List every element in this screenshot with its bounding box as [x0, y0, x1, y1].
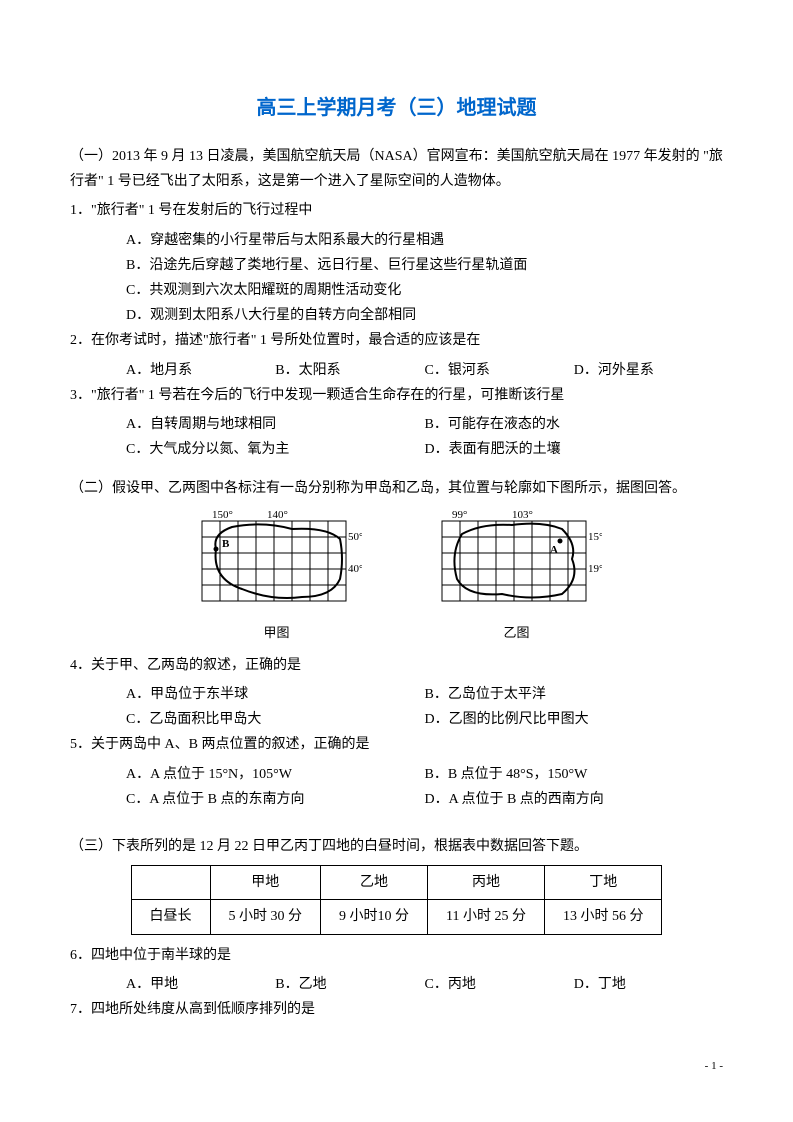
section1-intro: （一）2013 年 9 月 13 日凌晨，美国航空航天局（NASA）官网宣布：美…	[70, 144, 723, 194]
map-jia-lon2: 140°	[267, 509, 288, 521]
table-data-row: 白昼长 5 小时 30 分 9 小时10 分 11 小时 25 分 13 小时 …	[131, 900, 662, 934]
map-jia-caption: 甲图	[192, 621, 362, 644]
q1-option-a: A．穿越密集的小行星带后与太阳系最大的行星相遇	[126, 228, 723, 253]
td-yi: 9 小时10 分	[321, 900, 428, 934]
map-jia-lon1: 150°	[212, 509, 233, 521]
map-jia-lat2: 40°	[348, 563, 362, 575]
q2-option-a: A．地月系	[126, 358, 275, 383]
q1-option-b: B．沿途先后穿越了类地行星、远日行星、巨行星这些行星轨道面	[126, 253, 723, 278]
q6-option-c: C．丙地	[425, 972, 574, 997]
q5-option-d: D．A 点位于 B 点的西南方向	[425, 787, 724, 812]
q1-option-d: D．观测到太阳系八大行星的自转方向全部相同	[126, 303, 723, 328]
q2-stem: 2．在你考试时，描述"旅行者" 1 号所处位置时，最合适的应该是在	[70, 328, 723, 353]
q7-stem: 7．四地所处纬度从高到低顺序排列的是	[70, 997, 723, 1022]
q3-option-d: D．表面有肥沃的土壤	[425, 437, 724, 462]
q3-option-a: A．自转周期与地球相同	[126, 412, 425, 437]
q5-option-b: B．B 点位于 48°S，150°W	[425, 762, 724, 787]
q2-option-b: B．太阳系	[275, 358, 424, 383]
daylight-table: 甲地 乙地 丙地 丁地 白昼长 5 小时 30 分 9 小时10 分 11 小时…	[131, 865, 663, 934]
q2-option-d: D．河外星系	[574, 358, 723, 383]
td-jia: 5 小时 30 分	[210, 900, 321, 934]
q4-option-a: A．甲岛位于东半球	[126, 682, 425, 707]
th-blank	[131, 866, 210, 900]
map-yi-lon1: 99°	[452, 509, 467, 521]
td-bing: 11 小时 25 分	[428, 900, 545, 934]
q6-option-b: B．乙地	[275, 972, 424, 997]
page-title: 高三上学期月考（三）地理试题	[70, 90, 723, 126]
q5-stem: 5．关于两岛中 A、B 两点位置的叙述，正确的是	[70, 732, 723, 757]
map-yi-lon2: 103°	[512, 509, 533, 521]
q1-stem: 1．"旅行者" 1 号在发射后的飞行过程中	[70, 198, 723, 223]
q2-option-c: C．银河系	[425, 358, 574, 383]
map-jia-lat1: 50°	[348, 531, 362, 543]
q3-stem: 3．"旅行者" 1 号若在今后的飞行中发现一颗适合生命存在的行星，可推断该行星	[70, 383, 723, 408]
map-yi-point-label: A	[550, 544, 558, 556]
map-yi-svg: A 99° 103° 15° 19°	[432, 509, 602, 619]
map-jia: B 150° 140° 50° 40° 甲图	[192, 509, 362, 644]
q6-stem: 6．四地中位于南半球的是	[70, 943, 723, 968]
q5-option-a: A．A 点位于 15°N，105°W	[126, 762, 425, 787]
td-label: 白昼长	[131, 900, 210, 934]
th-bing: 丙地	[428, 866, 545, 900]
th-jia: 甲地	[210, 866, 321, 900]
map-jia-point-label: B	[222, 538, 230, 550]
section3-intro: （三）下表所列的是 12 月 22 日甲乙丙丁四地的白昼时间，根据表中数据回答下…	[70, 834, 723, 859]
q3-option-b: B．可能存在液态的水	[425, 412, 724, 437]
q4-option-b: B．乙岛位于太平洋	[425, 682, 724, 707]
maps-row: B 150° 140° 50° 40° 甲图	[70, 509, 723, 644]
q4-option-c: C．乙岛面积比甲岛大	[126, 707, 425, 732]
th-ding: 丁地	[544, 866, 662, 900]
q1-option-c: C．共观测到六次太阳耀斑的周期性活动变化	[126, 278, 723, 303]
q4-stem: 4．关于甲、乙两岛的叙述，正确的是	[70, 653, 723, 678]
map-yi-lat1: 15°	[588, 531, 602, 543]
q4-option-d: D．乙图的比例尺比甲图大	[425, 707, 724, 732]
q5-option-c: C．A 点位于 B 点的东南方向	[126, 787, 425, 812]
q3-option-c: C．大气成分以氮、氧为主	[126, 437, 425, 462]
map-yi: A 99° 103° 15° 19° 乙图	[432, 509, 602, 644]
page-number: - 1 -	[705, 1057, 723, 1077]
map-yi-caption: 乙图	[432, 621, 602, 644]
table-header-row: 甲地 乙地 丙地 丁地	[131, 866, 662, 900]
map-yi-lat2: 19°	[588, 563, 602, 575]
q6-option-a: A．甲地	[126, 972, 275, 997]
section2-intro: （二）假设甲、乙两图中各标注有一岛分别称为甲岛和乙岛，其位置与轮廓如下图所示，据…	[70, 476, 723, 501]
q6-option-d: D．丁地	[574, 972, 723, 997]
map-jia-svg: B 150° 140° 50° 40°	[192, 509, 362, 619]
td-ding: 13 小时 56 分	[544, 900, 662, 934]
th-yi: 乙地	[321, 866, 428, 900]
